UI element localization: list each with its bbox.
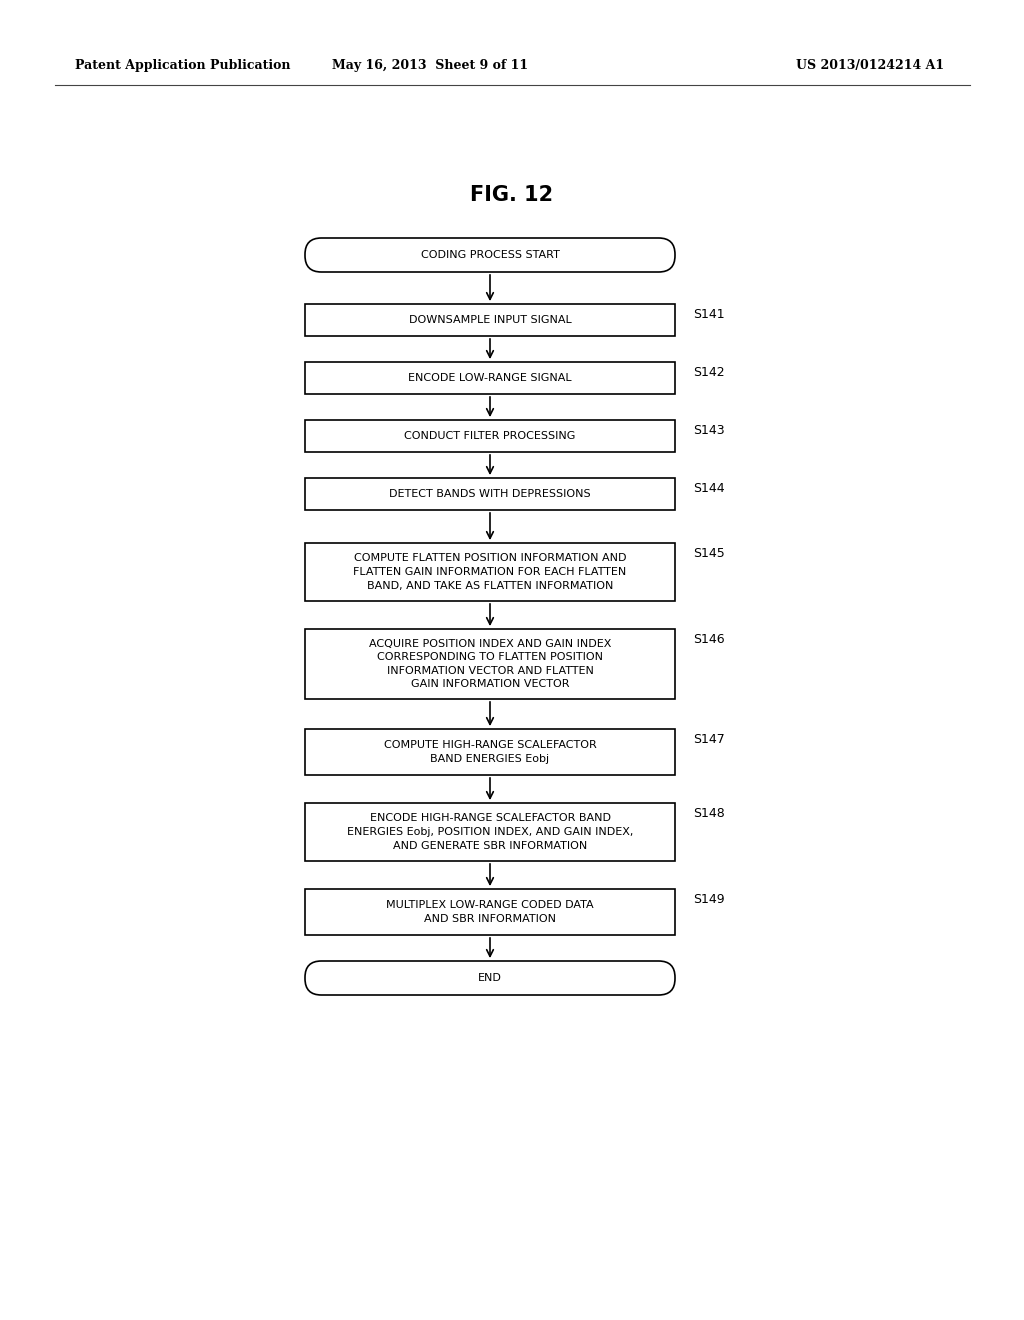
Text: CONDUCT FILTER PROCESSING: CONDUCT FILTER PROCESSING [404,432,575,441]
Text: S146: S146 [693,634,725,645]
Bar [305,729,675,775]
Bar [305,543,675,601]
Bar [305,803,675,861]
Text: May 16, 2013  Sheet 9 of 11: May 16, 2013 Sheet 9 of 11 [332,58,528,71]
Text: COMPUTE FLATTEN POSITION INFORMATION AND
FLATTEN GAIN INFORMATION FOR EACH FLATT: COMPUTE FLATTEN POSITION INFORMATION AND… [353,553,627,590]
Text: US 2013/0124214 A1: US 2013/0124214 A1 [796,58,944,71]
Text: S142: S142 [693,366,725,379]
Text: FIG. 12: FIG. 12 [470,185,554,205]
Bar [305,888,675,935]
Bar [305,630,675,700]
Text: END: END [478,973,502,983]
Text: DOWNSAMPLE INPUT SIGNAL: DOWNSAMPLE INPUT SIGNAL [409,315,571,325]
Text: ENCODE LOW-RANGE SIGNAL: ENCODE LOW-RANGE SIGNAL [409,374,571,383]
Bar [305,304,675,337]
Text: S145: S145 [693,546,725,560]
Text: Patent Application Publication: Patent Application Publication [75,58,291,71]
Text: S144: S144 [693,482,725,495]
Text: S141: S141 [693,308,725,321]
Text: CODING PROCESS START: CODING PROCESS START [421,249,559,260]
Text: S147: S147 [693,733,725,746]
Bar [305,362,675,393]
Bar [305,478,675,510]
Text: MULTIPLEX LOW-RANGE CODED DATA
AND SBR INFORMATION: MULTIPLEX LOW-RANGE CODED DATA AND SBR I… [386,900,594,924]
Text: DETECT BANDS WITH DEPRESSIONS: DETECT BANDS WITH DEPRESSIONS [389,488,591,499]
Text: ACQUIRE POSITION INDEX AND GAIN INDEX
CORRESPONDING TO FLATTEN POSITION
INFORMAT: ACQUIRE POSITION INDEX AND GAIN INDEX CO… [369,639,611,689]
Text: ENCODE HIGH-RANGE SCALEFACTOR BAND
ENERGIES Eobj, POSITION INDEX, AND GAIN INDEX: ENCODE HIGH-RANGE SCALEFACTOR BAND ENERG… [347,813,633,850]
Text: S143: S143 [693,424,725,437]
Text: S149: S149 [693,894,725,906]
Text: S148: S148 [693,807,725,820]
FancyBboxPatch shape [305,238,675,272]
Bar [305,420,675,451]
Text: COMPUTE HIGH-RANGE SCALEFACTOR
BAND ENERGIES Eobj: COMPUTE HIGH-RANGE SCALEFACTOR BAND ENER… [384,741,596,764]
FancyBboxPatch shape [305,961,675,995]
